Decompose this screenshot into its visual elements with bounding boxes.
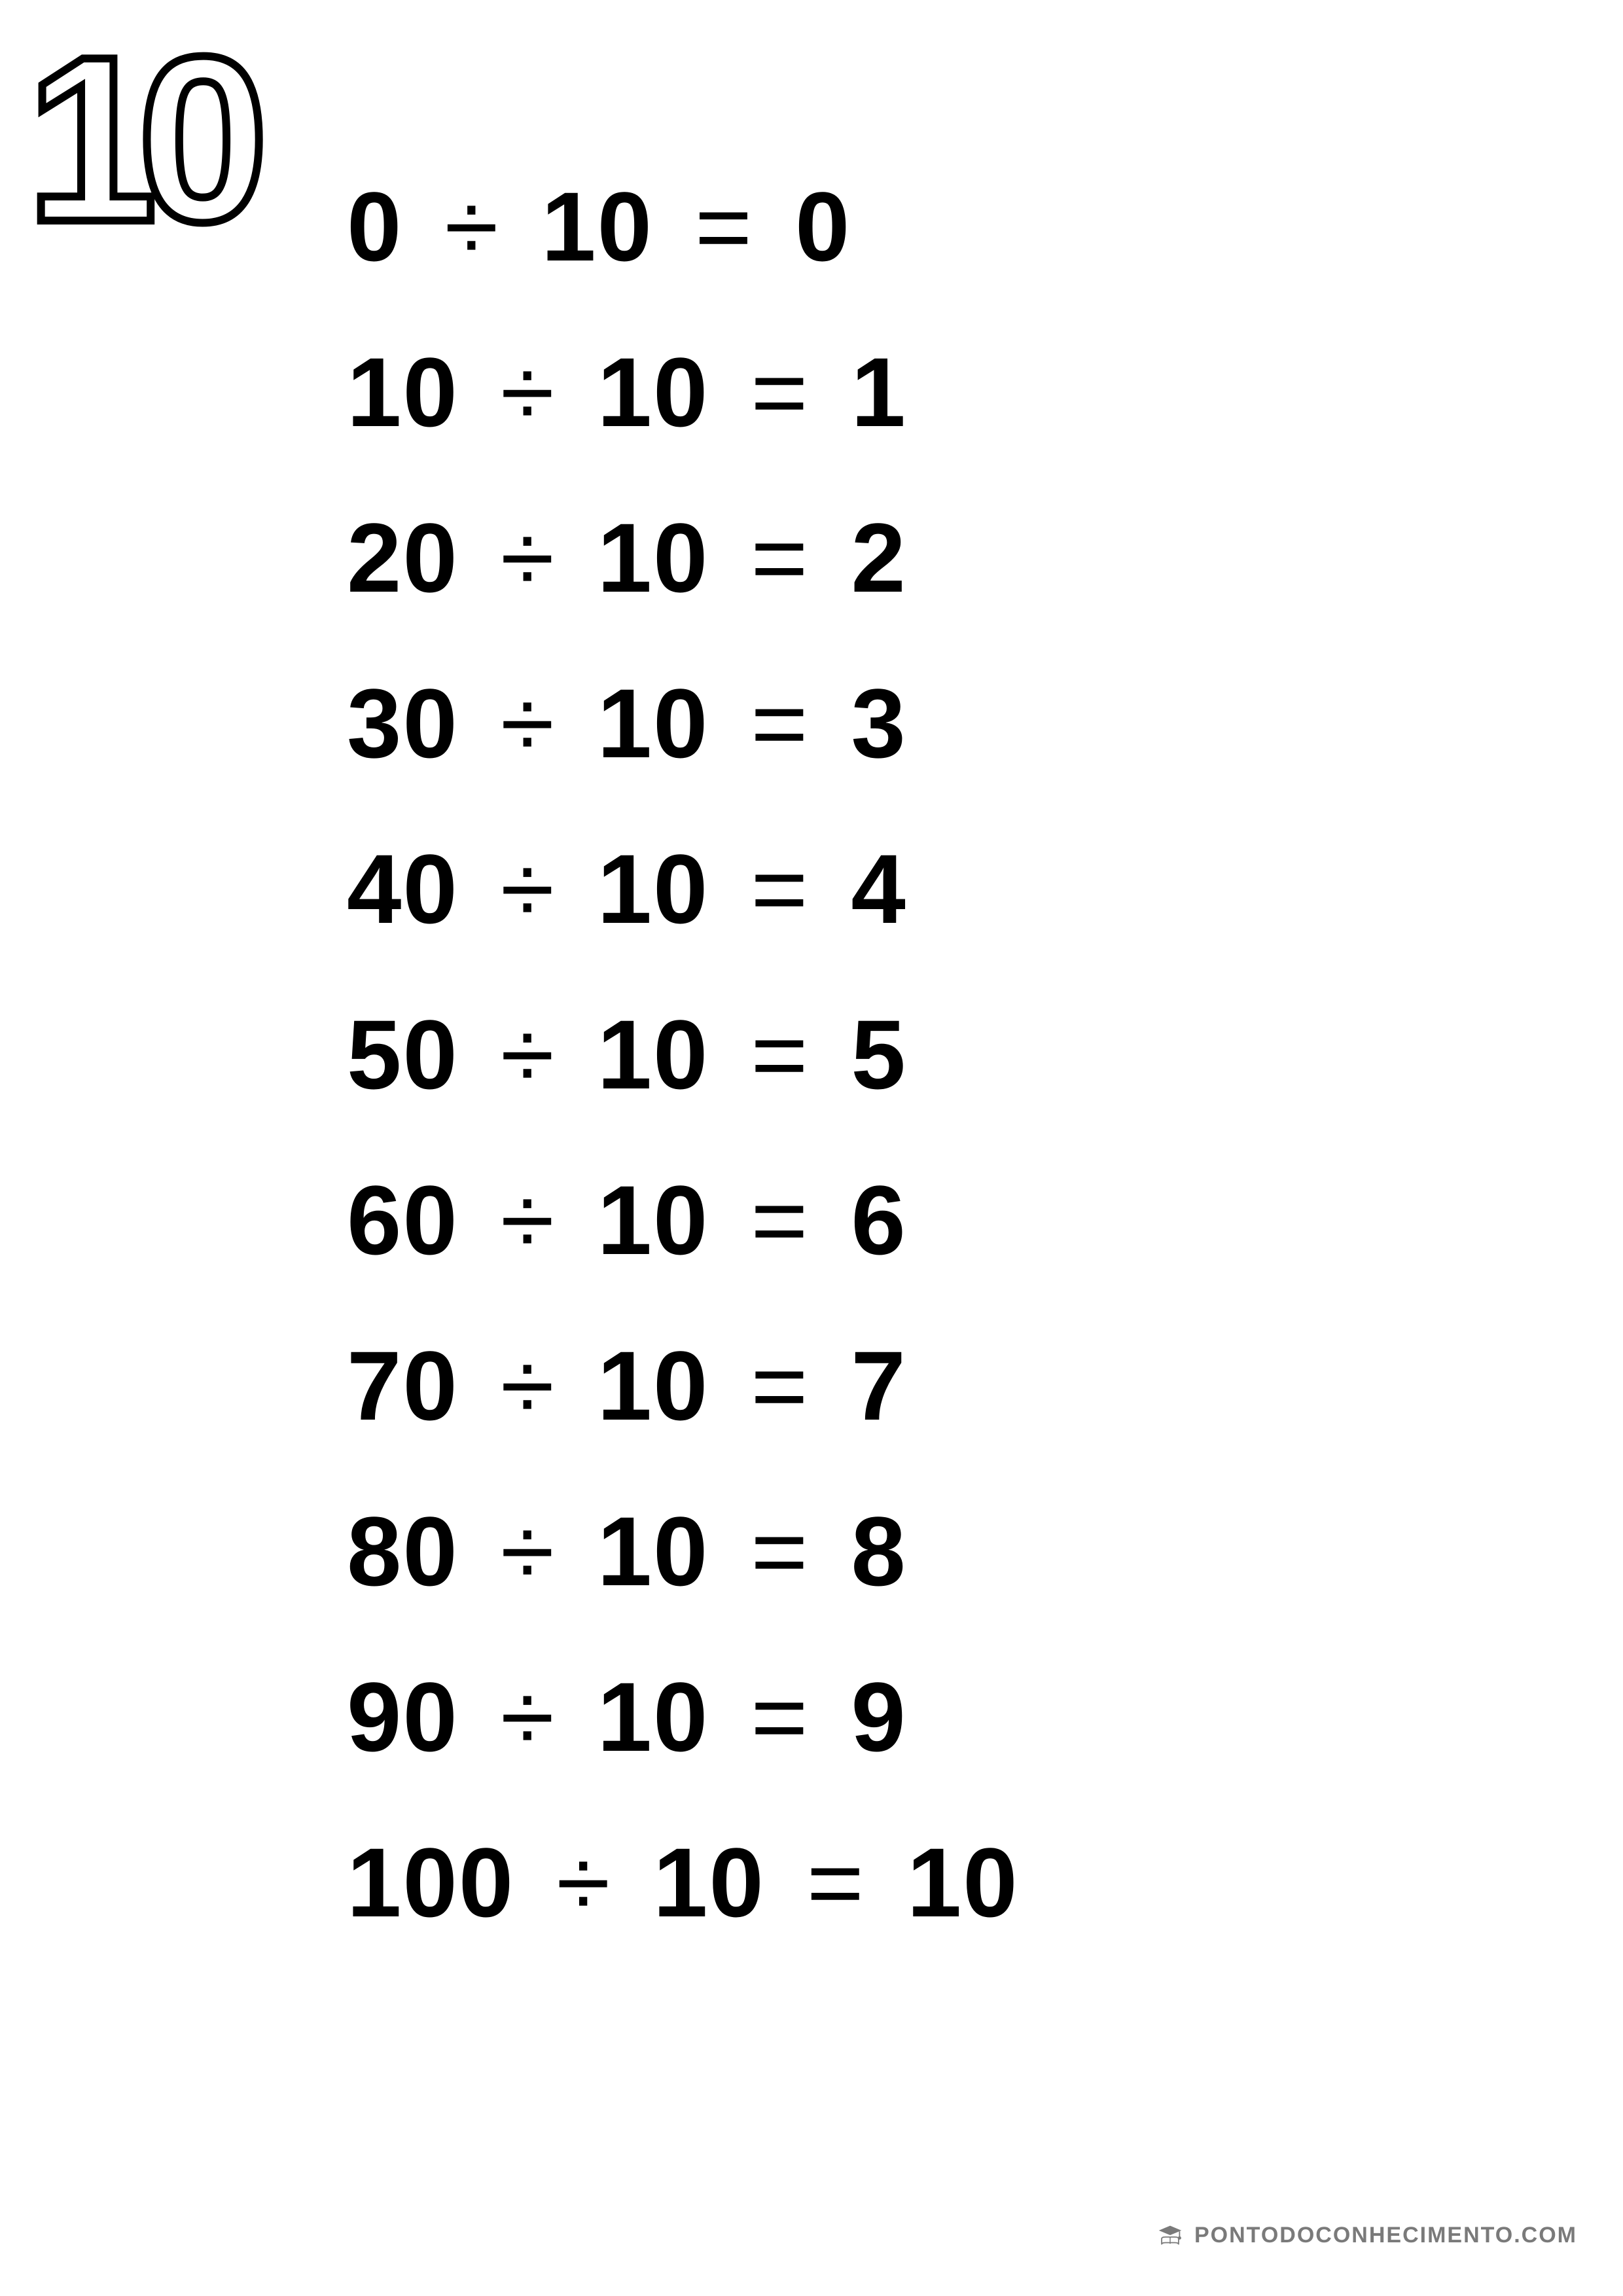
result: 1: [851, 337, 906, 447]
divisor: 10: [597, 1331, 709, 1441]
dividend: 0: [347, 171, 402, 281]
big-outline-number: 10: [26, 39, 249, 240]
division-operator: ÷: [501, 337, 556, 447]
equation-row: 40 ÷ 10 = 4: [347, 833, 1019, 946]
division-operator: ÷: [501, 1331, 556, 1441]
divisor: 10: [597, 1662, 709, 1772]
equation-row: 60 ÷ 10 = 6: [347, 1164, 1019, 1277]
result: 2: [851, 503, 906, 613]
divisor: 10: [653, 1827, 765, 1937]
division-operator: ÷: [501, 1165, 556, 1275]
result: 4: [851, 834, 906, 944]
equation-row: 0 ÷ 10 = 0: [347, 170, 1019, 283]
equation-row: 50 ÷ 10 = 5: [347, 998, 1019, 1111]
equals-sign: =: [751, 999, 810, 1109]
divisor: 10: [597, 1496, 709, 1606]
dividend: 10: [347, 337, 459, 447]
division-operator: ÷: [556, 1827, 611, 1937]
division-operator: ÷: [501, 834, 556, 944]
result: 0: [795, 171, 851, 281]
dividend: 100: [347, 1827, 514, 1937]
result: 8: [851, 1496, 906, 1606]
dividend: 60: [347, 1165, 459, 1275]
divisor: 10: [597, 668, 709, 778]
equation-row: 100 ÷ 10 = 10: [347, 1826, 1019, 1939]
result: 3: [851, 668, 906, 778]
result: 6: [851, 1165, 906, 1275]
dividend: 90: [347, 1662, 459, 1772]
equals-sign: =: [751, 834, 810, 944]
dividend: 80: [347, 1496, 459, 1606]
result: 7: [851, 1331, 906, 1441]
dividend: 40: [347, 834, 459, 944]
result: 9: [851, 1662, 906, 1772]
division-operator: ÷: [444, 171, 499, 281]
equals-sign: =: [807, 1827, 866, 1937]
equation-row: 80 ÷ 10 = 8: [347, 1495, 1019, 1608]
division-operator: ÷: [501, 503, 556, 613]
dividend: 50: [347, 999, 459, 1109]
result: 5: [851, 999, 906, 1109]
dividend: 20: [347, 503, 459, 613]
division-operator: ÷: [501, 668, 556, 778]
result: 10: [907, 1827, 1019, 1937]
equals-sign: =: [751, 337, 810, 447]
divisor: 10: [597, 503, 709, 613]
equals-sign: =: [695, 171, 754, 281]
equation-row: 10 ÷ 10 = 1: [347, 336, 1019, 449]
equals-sign: =: [751, 668, 810, 778]
watermark: PONTODOCONHECIMENTO.COM: [1155, 2220, 1577, 2250]
equals-sign: =: [751, 1662, 810, 1772]
divisor: 10: [597, 834, 709, 944]
equals-sign: =: [751, 1331, 810, 1441]
division-operator: ÷: [501, 999, 556, 1109]
equals-sign: =: [751, 1496, 810, 1606]
dividend: 70: [347, 1331, 459, 1441]
divisor: 10: [597, 999, 709, 1109]
division-equations-list: 0 ÷ 10 = 0 10 ÷ 10 = 1 20 ÷ 10 = 2 30 ÷ …: [347, 170, 1019, 1939]
divisor: 10: [597, 1165, 709, 1275]
dividend: 30: [347, 668, 459, 778]
graduation-cap-book-icon: [1155, 2220, 1185, 2250]
equals-sign: =: [751, 503, 810, 613]
equation-row: 30 ÷ 10 = 3: [347, 667, 1019, 780]
equation-row: 70 ÷ 10 = 7: [347, 1329, 1019, 1443]
division-operator: ÷: [501, 1662, 556, 1772]
equals-sign: =: [751, 1165, 810, 1275]
equation-row: 20 ÷ 10 = 2: [347, 501, 1019, 615]
watermark-text: PONTODOCONHECIMENTO.COM: [1194, 2223, 1577, 2248]
equation-row: 90 ÷ 10 = 9: [347, 1660, 1019, 1774]
divisor: 10: [597, 337, 709, 447]
division-operator: ÷: [501, 1496, 556, 1606]
divisor: 10: [541, 171, 653, 281]
